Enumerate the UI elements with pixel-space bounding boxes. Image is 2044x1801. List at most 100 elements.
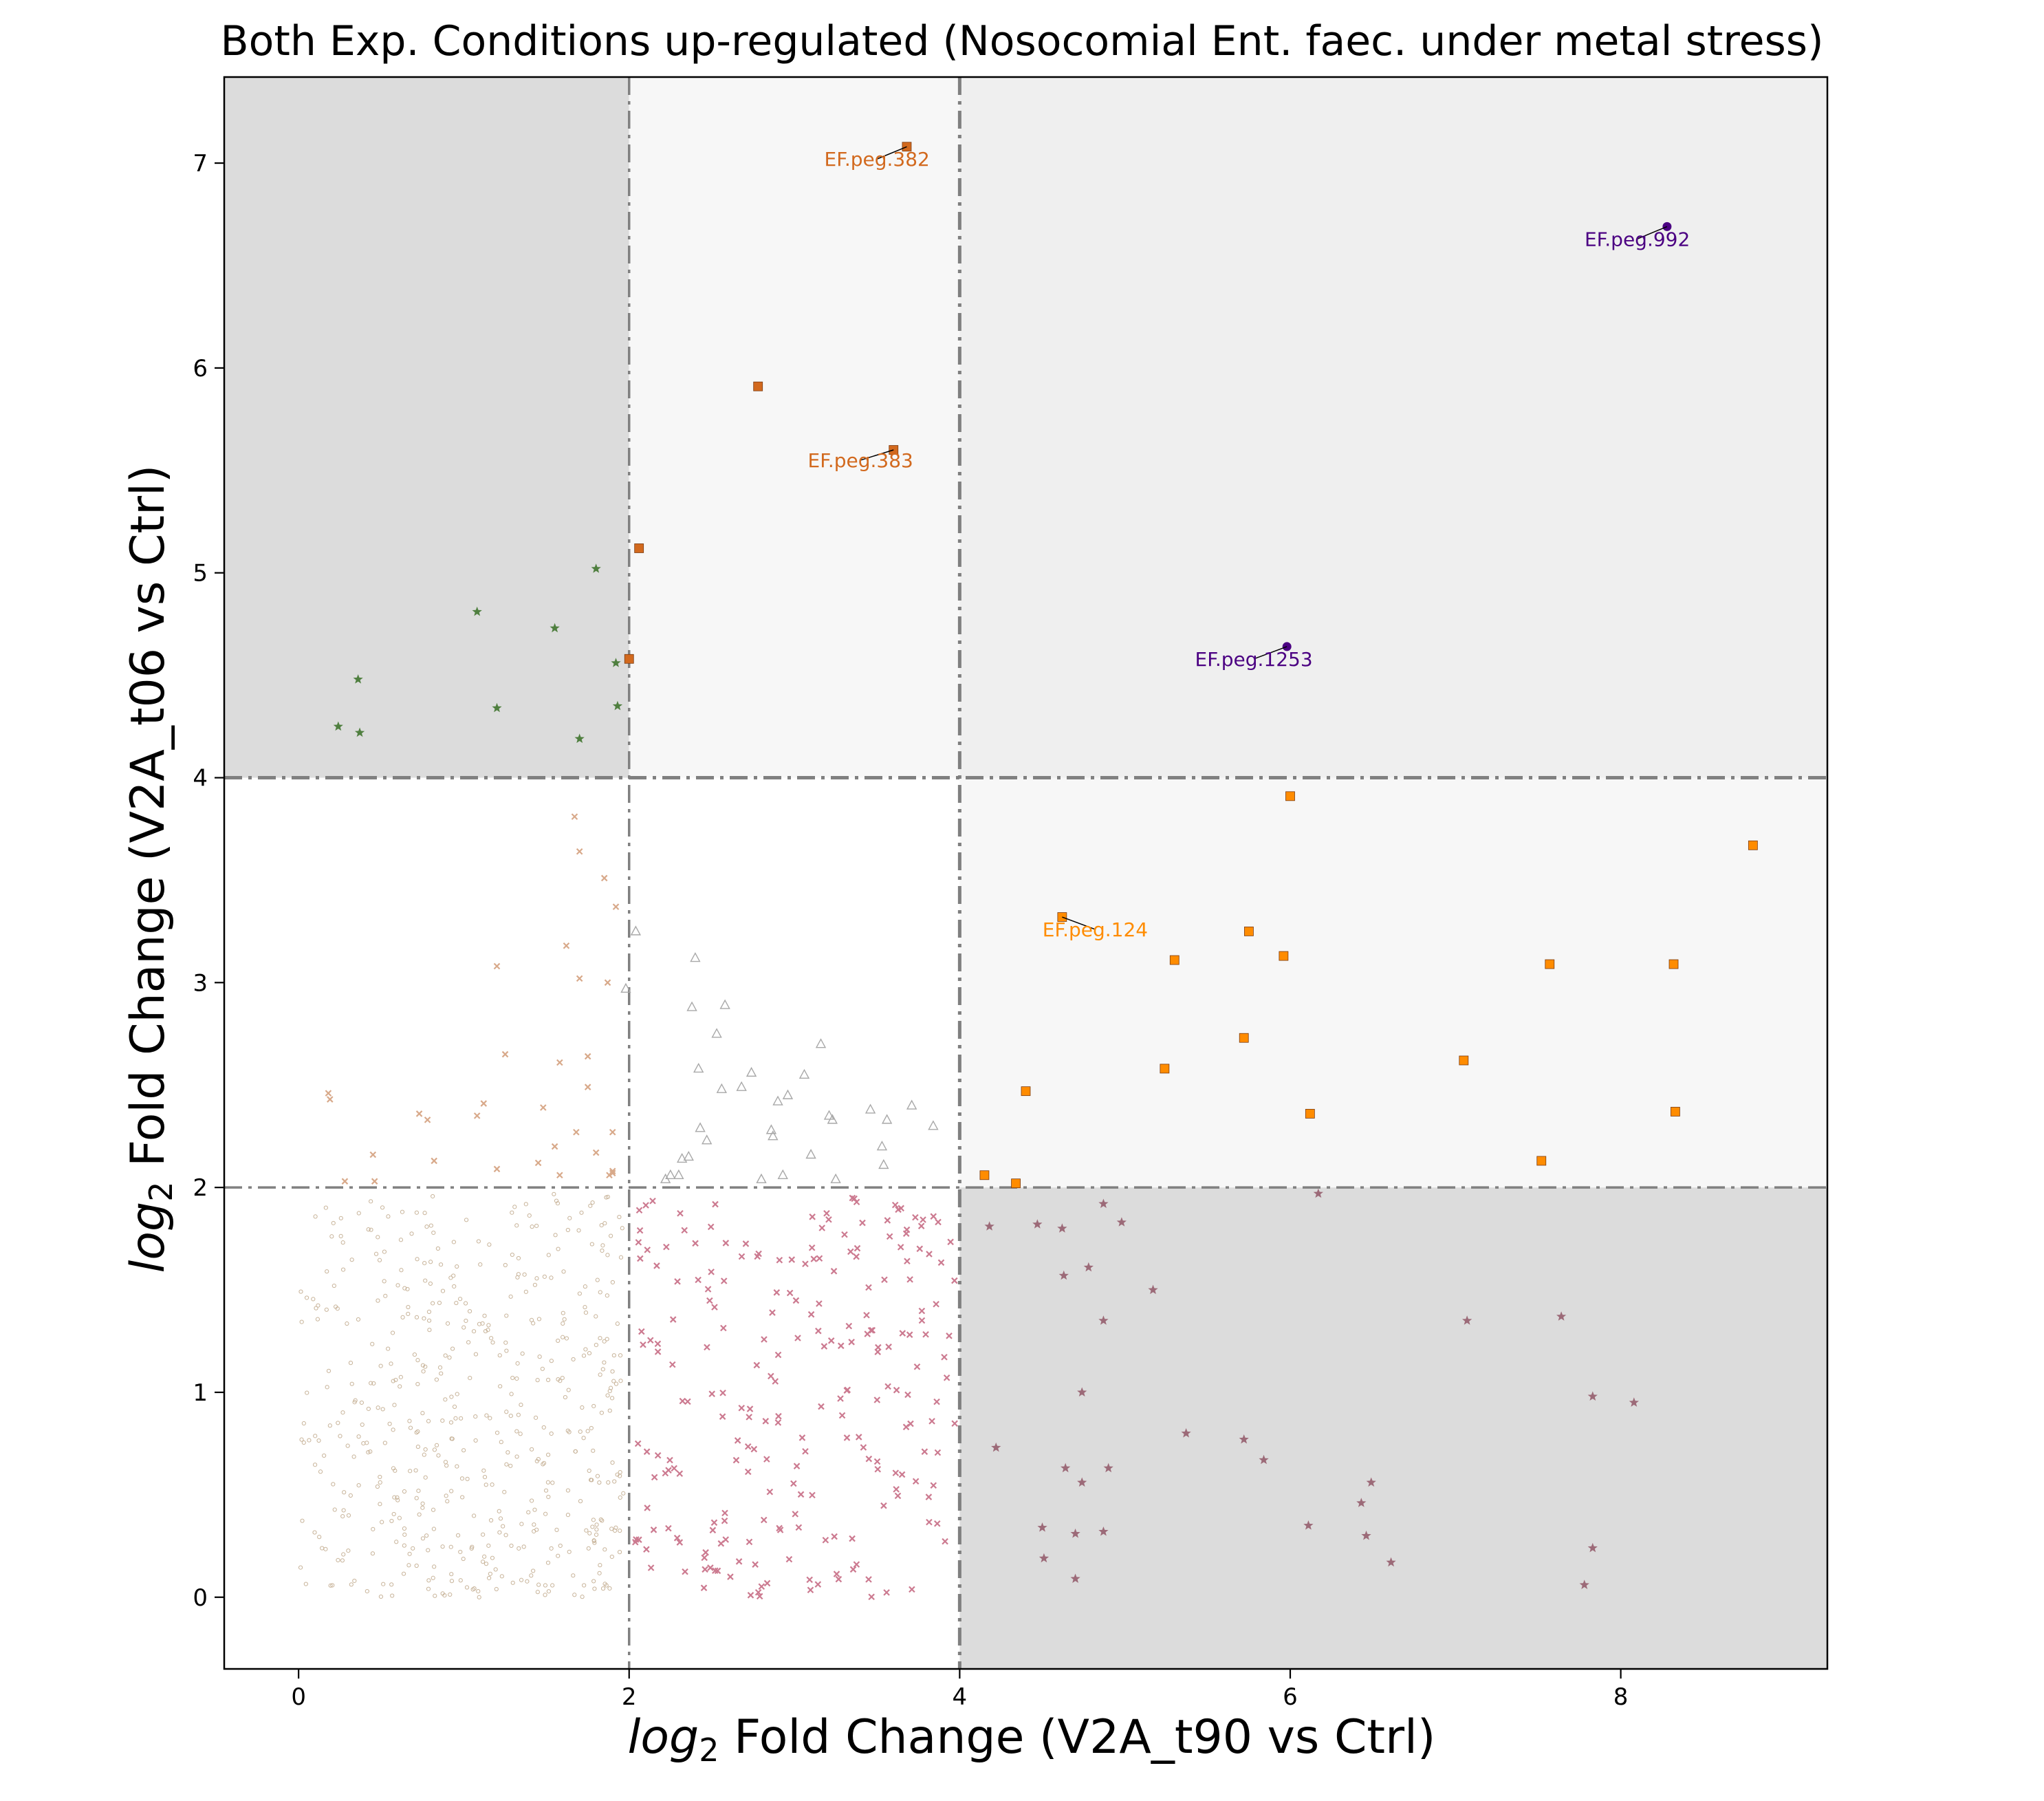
series-3-point [1077, 1477, 1087, 1487]
bg-point-pink [647, 1564, 655, 1571]
bg-point-pink [798, 1434, 806, 1441]
bg-point-tan [336, 1557, 340, 1562]
bg-point-tan [587, 1531, 592, 1535]
bg-point-pink [815, 1327, 822, 1335]
y-axis-label: log2 Fold Change (V2A_t06 vs Ctrl) [121, 465, 180, 1273]
bg-point-pink [849, 1566, 857, 1573]
bg-point-tan [478, 1262, 483, 1267]
y-tick-label: 3 [193, 969, 208, 997]
series-4-point [830, 1173, 841, 1183]
annotation-leader [1253, 646, 1287, 660]
bg-point-tan [386, 1346, 391, 1351]
series-2-point [354, 727, 365, 737]
bg-point-pink-stroke-b [719, 1413, 726, 1420]
series-5-point-stroke-b [371, 1178, 378, 1185]
bg-point-pink [692, 1240, 699, 1247]
bg-point-pink-stroke-b [768, 1372, 774, 1380]
bg-point-pink [676, 1539, 684, 1546]
bg-point-tan [546, 1589, 551, 1594]
bg-point-tan [598, 1517, 603, 1522]
bg-point-pink [734, 1437, 741, 1444]
bg-point-pink-stroke-b [774, 1419, 782, 1426]
bg-point-pink-stroke-b [763, 1456, 770, 1463]
bg-point-tan [589, 1242, 594, 1247]
series-3-point [1239, 1434, 1249, 1444]
quadrant-top-right [959, 77, 1827, 778]
bg-point-tan [498, 1516, 503, 1521]
bg-point-tan [558, 1543, 563, 1549]
bg-point-pink [913, 1363, 921, 1370]
bg-point-pink [674, 1278, 681, 1285]
bg-point-tan [493, 1567, 498, 1572]
bg-point-tan [312, 1530, 317, 1535]
bg-point-pink [634, 1440, 642, 1447]
bg-point-pink-stroke-b [907, 1420, 914, 1427]
bg-point-pink [649, 1197, 656, 1205]
bg-point-tan [298, 1289, 303, 1294]
bg-point-tan [402, 1286, 407, 1291]
bg-point-pink [665, 1467, 672, 1474]
bg-point-tan [587, 1350, 592, 1356]
bg-point-tan [590, 1200, 595, 1205]
series-4-point [683, 1151, 694, 1161]
bg-point-tan [561, 1321, 565, 1326]
bg-point-pink [865, 1576, 872, 1583]
bg-point-tan [594, 1527, 599, 1532]
bg-point-tan [473, 1352, 479, 1357]
bg-point-tan [545, 1480, 551, 1485]
bg-point-tan [378, 1594, 384, 1599]
bg-point-tan [509, 1392, 514, 1396]
series-5-point-stroke-b [584, 1053, 591, 1060]
bg-point-tan [602, 1339, 607, 1344]
bg-point-tan [618, 1469, 622, 1475]
bg-point-tan [600, 1248, 605, 1253]
bg-point-pink-stroke-b [874, 1465, 882, 1473]
bg-point-pink-stroke-b [883, 1589, 890, 1596]
series-5-point [609, 1128, 616, 1136]
bg-point-tan [476, 1239, 481, 1244]
bg-point-pink [792, 1511, 799, 1518]
bg-point-pink-stroke-b [881, 1276, 888, 1284]
bg-point-tan [408, 1469, 413, 1474]
series-5-point-stroke-b [493, 962, 501, 970]
bg-point-pink [809, 1214, 816, 1220]
bg-point-tan [373, 1251, 379, 1256]
bg-point-tan [411, 1546, 415, 1551]
bg-point-pink [774, 1419, 782, 1426]
bg-point-tan [594, 1314, 598, 1319]
bg-point-pink-stroke-b [906, 1331, 913, 1338]
series-3-point [1148, 1284, 1158, 1295]
bg-point-pink-stroke-b [663, 1243, 670, 1251]
bg-point-pink [946, 1333, 953, 1339]
bg-point-tan [348, 1361, 354, 1366]
series-1-point [1160, 1064, 1170, 1074]
series-3-point [1181, 1428, 1191, 1438]
bg-point-pink [754, 1253, 761, 1260]
bg-point-tan [448, 1592, 453, 1597]
bg-point-pink-stroke-b [700, 1584, 708, 1591]
bg-point-tan [447, 1355, 452, 1360]
bg-point-tan [605, 1253, 610, 1258]
bg-point-tan [581, 1353, 587, 1358]
bg-point-tan [331, 1220, 336, 1226]
bg-point-pink-stroke-b [635, 1207, 643, 1214]
bg-point-pink-stroke-b [893, 1386, 900, 1394]
series-3-point [1116, 1217, 1127, 1227]
bg-point-pink-stroke-b [692, 1240, 699, 1247]
bg-point-tan [413, 1468, 418, 1473]
bg-point-tan [436, 1453, 441, 1458]
bg-point-pink [794, 1335, 801, 1341]
bg-point-pink [735, 1558, 743, 1565]
series-3-point [1098, 1315, 1109, 1325]
bg-point-pink [727, 1573, 734, 1580]
bg-point-pink-stroke-b [899, 1330, 906, 1337]
bg-point-pink [912, 1478, 920, 1485]
bg-point-pink [669, 1316, 677, 1323]
bg-point-tan [545, 1452, 551, 1457]
bg-point-tan [598, 1336, 602, 1341]
bg-point-tan [371, 1527, 376, 1531]
bg-point-tan [424, 1224, 429, 1229]
bg-point-tan [378, 1474, 382, 1480]
bg-point-tan [426, 1309, 432, 1314]
bg-point-pink-stroke-b [798, 1434, 806, 1441]
